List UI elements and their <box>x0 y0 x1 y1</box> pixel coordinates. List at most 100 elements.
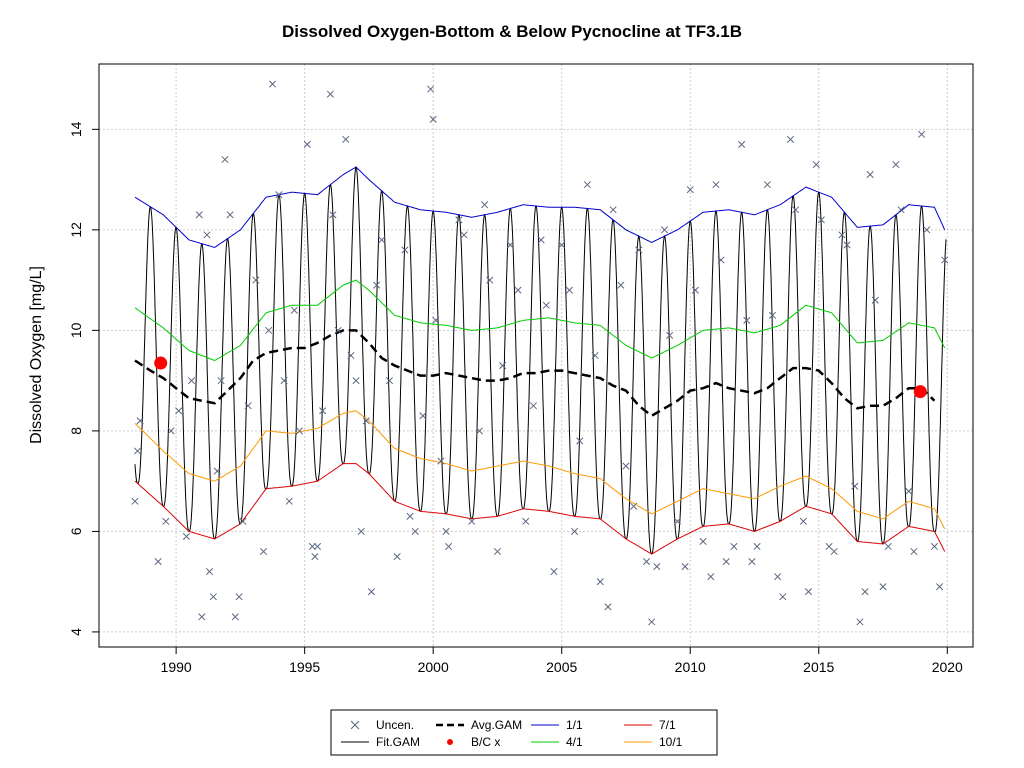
uncen-point <box>373 281 381 289</box>
uncen-point <box>252 276 260 284</box>
uncen-point <box>429 115 437 123</box>
uncen-point <box>385 377 394 385</box>
uncen-point <box>686 186 694 194</box>
series-oct1 <box>134 410 946 530</box>
legend-label-avg_gam: Avg.GAM <box>471 718 522 732</box>
x-tick-label: 2010 <box>675 659 706 675</box>
legend-label-uncen: Uncen. <box>376 718 414 732</box>
legend-marker-uncen <box>350 720 360 730</box>
uncen-point <box>187 377 196 385</box>
uncen-point <box>768 311 777 319</box>
uncen-point <box>622 462 630 470</box>
uncen-point <box>432 316 440 324</box>
uncen-point <box>209 593 217 601</box>
uncen-point <box>717 256 725 264</box>
uncen-point <box>362 417 370 425</box>
uncen-point <box>642 558 651 566</box>
series-fit-gam <box>134 165 947 555</box>
uncen-point <box>154 558 162 566</box>
uncen-point <box>905 487 913 495</box>
uncen-point <box>522 517 530 525</box>
uncen-point <box>311 552 319 561</box>
uncen-point <box>326 90 334 98</box>
uncen-point <box>897 206 905 214</box>
legend-box <box>330 709 718 756</box>
axis-layer: 1990 1995 2000 2005 2010 2015 2020 4 6 8 10 12 14 <box>68 121 963 675</box>
uncen-point <box>558 241 566 249</box>
uncen-point <box>565 286 573 294</box>
legend-label-apr1: 4/1 <box>566 735 583 749</box>
uncen-point <box>493 547 501 556</box>
uncen-point <box>285 497 293 505</box>
uncen-point <box>213 467 221 475</box>
uncen-point <box>347 351 355 360</box>
series-jan1 <box>134 166 946 248</box>
uncen-point <box>175 407 183 415</box>
uncen-point <box>910 547 918 556</box>
legend: Uncen. Fit.GAM Avg.GAM B/C x 1/1 4/1 7/1 10/1 <box>330 709 718 756</box>
x-tick-label: 1990 <box>161 659 192 675</box>
x-tick-label: 1995 <box>289 659 320 675</box>
uncen-point <box>576 437 584 445</box>
y-tick-label: 8 <box>68 427 84 435</box>
x-tick-label: 2015 <box>803 659 834 675</box>
uncen-point <box>635 246 643 254</box>
uncen-point <box>799 517 807 525</box>
y-tick-label: 14 <box>68 121 84 137</box>
bc-point <box>154 356 168 370</box>
legend-label-jul1: 7/1 <box>659 718 676 732</box>
uncen-point <box>445 542 453 551</box>
uncen-point <box>244 402 252 410</box>
legend-marker-bc <box>447 739 453 745</box>
uncen-point <box>134 447 142 455</box>
uncen-point <box>879 583 887 591</box>
uncen-point <box>730 542 738 551</box>
uncen-point <box>930 542 938 551</box>
uncen-point <box>231 613 239 621</box>
uncen-point <box>856 618 864 626</box>
uncen-point <box>738 140 746 148</box>
uncen-point <box>812 160 820 169</box>
chart-title: Dissolved Oxygen-Bottom & Below Pycnocli… <box>281 22 743 41</box>
uncen-point <box>303 140 311 148</box>
uncen-point <box>136 417 144 425</box>
points-layer <box>131 80 949 626</box>
uncen-point <box>411 527 419 535</box>
uncen-point <box>506 241 514 249</box>
y-tick-label: 4 <box>68 628 84 636</box>
uncen-point <box>239 517 247 525</box>
uncen-point <box>550 568 558 576</box>
uncen-point <box>707 573 715 581</box>
uncen-point <box>460 231 468 239</box>
uncen-point <box>786 135 795 143</box>
uncen-point <box>401 246 409 254</box>
uncen-point <box>226 211 234 219</box>
uncen-point <box>712 181 720 189</box>
uncen-point <box>486 276 494 284</box>
uncen-point <box>529 402 537 410</box>
y-axis-label: Dissolved Oxygen [mg/L] <box>28 266 45 444</box>
uncen-point <box>475 427 484 435</box>
uncen-point <box>748 558 756 566</box>
uncen-point <box>352 377 360 385</box>
bc-point <box>913 385 927 399</box>
uncen-point <box>455 216 463 224</box>
series-jul1 <box>134 463 946 555</box>
uncen-point <box>514 286 522 294</box>
uncen-point <box>648 618 656 626</box>
uncen-point <box>295 427 304 435</box>
uncen-point <box>427 85 435 93</box>
uncen-point <box>357 527 365 535</box>
uncen-point <box>591 351 599 360</box>
y-tick-label: 12 <box>68 222 84 238</box>
uncen-point <box>393 552 401 561</box>
uncen-point <box>699 537 707 546</box>
uncen-point <box>918 130 926 138</box>
legend-label-jan1: 1/1 <box>566 718 583 732</box>
uncen-point <box>609 206 617 214</box>
uncen-point <box>268 80 277 88</box>
uncen-point <box>406 512 414 520</box>
x-tick-label: 2005 <box>546 659 577 675</box>
x-tick-label: 2000 <box>418 659 449 675</box>
uncen-point <box>203 231 211 239</box>
